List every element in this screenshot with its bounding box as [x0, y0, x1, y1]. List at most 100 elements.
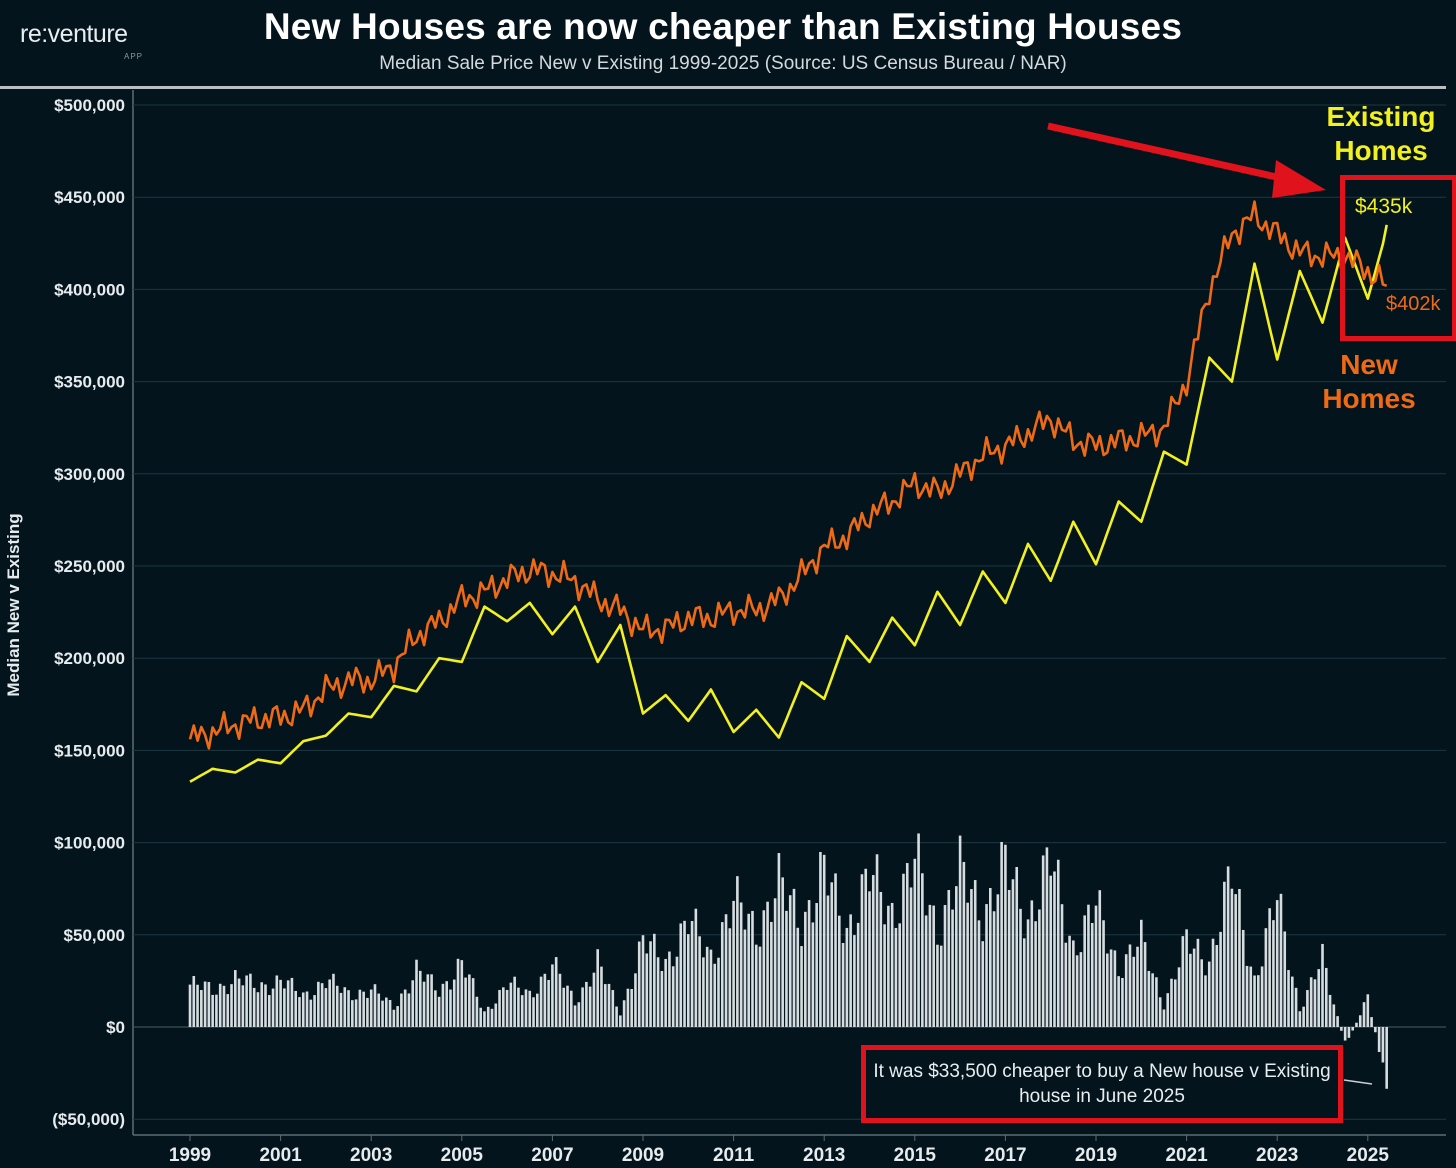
difference-bar	[1173, 979, 1177, 1027]
difference-bar	[339, 992, 343, 1027]
difference-bar	[622, 1000, 626, 1027]
difference-bar	[932, 905, 935, 1027]
y-tick-label: $350,000	[54, 373, 125, 392]
new-homes-line	[188, 200, 1388, 750]
difference-bar	[1064, 942, 1068, 1027]
difference-bar	[381, 1000, 384, 1027]
difference-bar	[887, 905, 890, 1027]
difference-bar	[237, 978, 241, 1027]
difference-bar	[569, 990, 573, 1027]
difference-bar	[1121, 977, 1124, 1027]
difference-bar	[343, 987, 347, 1027]
difference-bar	[1041, 855, 1045, 1027]
y-tick-label: $0	[106, 1018, 125, 1037]
difference-bar	[1166, 993, 1170, 1027]
difference-bar	[1366, 994, 1370, 1027]
difference-bar	[1109, 949, 1113, 1027]
difference-bar	[260, 982, 264, 1027]
difference-bar	[490, 1008, 494, 1027]
difference-bar	[1132, 956, 1136, 1027]
x-tick-label: 2007	[531, 1145, 573, 1166]
difference-bar	[298, 997, 301, 1027]
difference-bar	[822, 854, 826, 1027]
difference-bar	[671, 966, 675, 1027]
difference-bar	[1158, 997, 1162, 1027]
chart-subtitle: Median Sale Price New v Existing 1999-20…	[379, 53, 1067, 74]
x-tick-label: 2011	[713, 1145, 755, 1166]
x-tick-label: 2019	[1075, 1145, 1117, 1166]
difference-bar	[996, 894, 1000, 1027]
difference-bar	[502, 987, 505, 1027]
difference-note-text: It was $33,500 cheaper to buy a New hous…	[873, 1061, 1331, 1107]
difference-bar	[683, 920, 686, 1027]
difference-bar	[422, 981, 426, 1027]
difference-bar	[241, 985, 245, 1027]
difference-bar	[871, 875, 875, 1027]
difference-bar	[766, 901, 769, 1027]
y-axis-label: Median New v Existing	[4, 513, 23, 697]
difference-bar	[781, 877, 784, 1027]
difference-bar	[736, 876, 739, 1027]
difference-bar	[845, 927, 849, 1027]
difference-bar	[1264, 928, 1268, 1027]
difference-bar	[1151, 973, 1154, 1027]
difference-bar	[441, 983, 445, 1027]
difference-bar	[992, 911, 996, 1027]
latest-values-highlight	[1340, 175, 1456, 341]
difference-bar	[796, 927, 800, 1027]
difference-bar	[630, 989, 633, 1027]
difference-bar	[958, 835, 962, 1027]
difference-bar	[664, 958, 667, 1027]
difference-bar	[1015, 867, 1019, 1027]
difference-bar	[547, 979, 550, 1027]
difference-bar	[1321, 943, 1324, 1027]
difference-bar	[973, 880, 977, 1027]
difference-bar	[1181, 936, 1185, 1027]
difference-bar	[762, 910, 766, 1027]
difference-bar	[626, 988, 630, 1027]
difference-bar	[1053, 871, 1056, 1027]
difference-bar	[592, 972, 596, 1027]
difference-bar	[286, 980, 290, 1027]
chart-header: re:venture APP New Houses are now cheape…	[0, 0, 1456, 86]
difference-bar	[792, 888, 796, 1027]
difference-bar	[573, 1005, 577, 1027]
difference-bar	[309, 999, 313, 1027]
difference-bar	[517, 987, 520, 1027]
x-tick-label: 2003	[350, 1145, 392, 1166]
difference-bar	[581, 987, 584, 1027]
difference-bar	[1309, 977, 1313, 1027]
difference-bar	[1215, 945, 1219, 1027]
difference-bar	[1381, 1027, 1385, 1063]
difference-bar	[1230, 888, 1234, 1027]
new-value-label: $402k	[1386, 293, 1441, 315]
difference-bar	[1072, 940, 1075, 1027]
difference-bar	[600, 966, 603, 1027]
brand-logo-sub: APP	[124, 52, 144, 61]
difference-bar	[396, 1006, 399, 1027]
difference-bar	[698, 936, 701, 1027]
difference-bar	[1185, 929, 1188, 1027]
difference-bar	[283, 988, 286, 1027]
difference-bar	[913, 858, 917, 1027]
difference-bar	[317, 981, 320, 1027]
difference-bar	[928, 904, 932, 1027]
x-tick-label: 2013	[803, 1145, 845, 1166]
difference-bar	[1253, 975, 1256, 1027]
difference-bar	[875, 854, 879, 1027]
difference-bar	[1128, 944, 1132, 1027]
y-tick-label: $300,000	[54, 465, 125, 484]
difference-bar	[1204, 975, 1207, 1027]
difference-bar	[777, 853, 781, 1027]
difference-bar	[1317, 969, 1321, 1027]
difference-bar	[921, 873, 924, 1027]
difference-bar	[800, 946, 803, 1027]
difference-bar	[313, 995, 316, 1027]
difference-bar	[513, 976, 516, 1027]
difference-bar	[1196, 938, 1200, 1027]
difference-bar	[475, 996, 479, 1027]
difference-bar	[1189, 953, 1192, 1027]
difference-bar	[720, 922, 724, 1027]
y-tick-label: $100,000	[54, 834, 125, 853]
difference-bar	[985, 904, 988, 1027]
